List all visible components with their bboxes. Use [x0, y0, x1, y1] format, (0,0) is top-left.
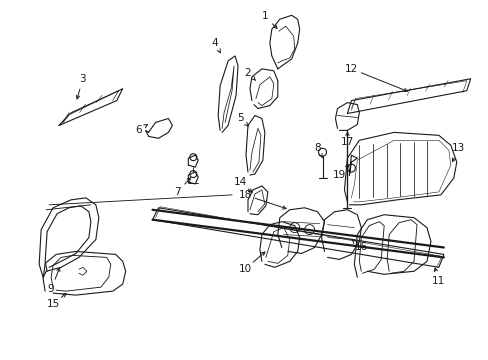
Text: 15: 15: [46, 299, 60, 309]
Text: 8: 8: [314, 143, 320, 153]
Text: 19: 19: [332, 170, 346, 180]
Text: 6: 6: [135, 125, 142, 135]
Text: 3: 3: [80, 74, 86, 84]
Text: 10: 10: [238, 264, 251, 274]
Text: 17: 17: [340, 137, 353, 147]
Text: 7: 7: [174, 187, 181, 197]
Text: 5: 5: [236, 113, 243, 123]
Text: 16: 16: [354, 243, 367, 252]
Text: 4: 4: [211, 38, 218, 48]
Text: 13: 13: [451, 143, 465, 153]
Text: 1: 1: [261, 11, 267, 21]
Text: 12: 12: [344, 64, 357, 74]
Text: 9: 9: [48, 284, 54, 294]
Text: 14: 14: [233, 177, 246, 187]
Text: 18: 18: [238, 190, 251, 200]
Text: 2: 2: [244, 68, 251, 78]
Text: 11: 11: [431, 276, 445, 286]
